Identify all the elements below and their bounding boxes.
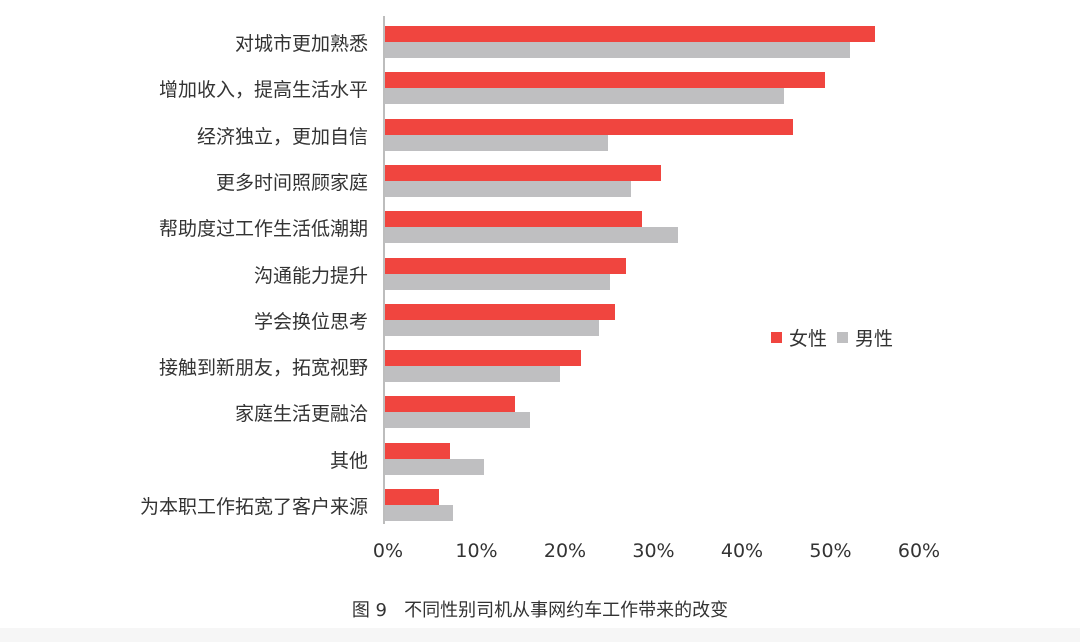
category-label: 其他 bbox=[329, 449, 368, 472]
legend-label-female: 女性 bbox=[789, 328, 828, 350]
legend: 女性 男性 bbox=[771, 324, 903, 351]
category-label: 更多时间照顾家庭 bbox=[215, 171, 368, 194]
figure-number: 图 9 bbox=[351, 600, 387, 621]
bar-male bbox=[384, 458, 484, 475]
bar-male bbox=[384, 42, 850, 58]
x-tick-label: 0% bbox=[372, 540, 404, 562]
x-tick-label: 30% bbox=[632, 540, 675, 562]
bar-male bbox=[384, 273, 610, 290]
bar-female bbox=[384, 211, 643, 228]
bar-male bbox=[384, 88, 785, 105]
bar-male bbox=[384, 505, 454, 521]
legend-swatch-female bbox=[771, 332, 782, 343]
footer-band bbox=[0, 628, 1080, 642]
bar-female bbox=[384, 350, 582, 367]
bar-female bbox=[384, 489, 439, 505]
bar-female bbox=[384, 26, 876, 42]
bar-male bbox=[384, 227, 678, 244]
x-tick-label: 20% bbox=[543, 540, 587, 562]
x-tick-label: 40% bbox=[720, 540, 764, 562]
bar-female bbox=[384, 164, 661, 181]
legend-swatch-male bbox=[837, 332, 849, 343]
bar-male bbox=[384, 319, 600, 336]
bar-female bbox=[384, 442, 451, 459]
figure-title: 不同性别司机从事网约车工作带来的改变 bbox=[404, 600, 729, 621]
category-label: 学会换位思考 bbox=[253, 310, 368, 333]
x-tick-label: 50% bbox=[809, 540, 852, 562]
y-axis-line bbox=[383, 16, 385, 524]
category-label: 经济独立，更加自信 bbox=[196, 125, 368, 148]
category-label: 沟通能力提升 bbox=[253, 264, 368, 287]
bar-female bbox=[384, 118, 793, 135]
legend-label-male: 男性 bbox=[855, 328, 894, 350]
bar-male bbox=[384, 180, 631, 197]
bar-male bbox=[384, 412, 531, 429]
category-label: 增加收入，提高生活水平 bbox=[158, 79, 368, 102]
category-label: 为本职工作拓宽了客户来源 bbox=[139, 496, 368, 518]
x-tick-label: 60% bbox=[897, 540, 941, 562]
bar-female bbox=[384, 396, 515, 413]
bar-male bbox=[384, 134, 608, 151]
x-tick-label: 10% bbox=[455, 540, 498, 562]
figure-caption: 图 9 不同性别司机从事网约车工作带来的改变 bbox=[0, 596, 1080, 622]
bar-female bbox=[384, 257, 626, 274]
category-label: 对城市更加熟悉 bbox=[234, 33, 368, 55]
bar-female bbox=[384, 72, 825, 89]
bar-male bbox=[384, 366, 561, 383]
bar-female bbox=[384, 303, 615, 320]
category-label: 接触到新朋友，拓宽视野 bbox=[158, 357, 368, 380]
category-label: 家庭生活更融洽 bbox=[234, 403, 368, 426]
category-label: 帮助度过工作生活低潮期 bbox=[158, 218, 368, 241]
